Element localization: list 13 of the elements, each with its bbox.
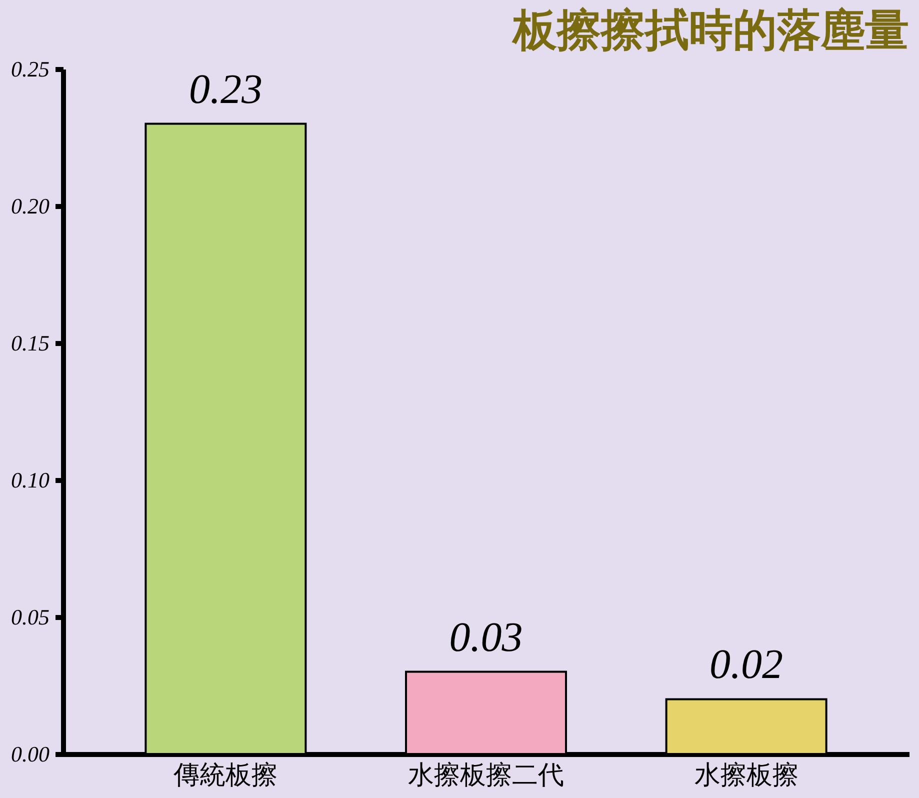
chart-title: 板擦擦拭時的落塵量 (511, 5, 909, 56)
y-tick-label: 0.00 (11, 742, 50, 766)
y-tick-label: 0.10 (11, 468, 50, 492)
x-tick-label: 水擦板擦二代 (408, 760, 564, 790)
data-label: 0.23 (188, 66, 262, 113)
x-tick-label: 水擦板擦 (694, 760, 798, 790)
y-tick-label: 0.15 (11, 330, 50, 356)
y-tick-label: 0.25 (11, 56, 50, 82)
y-tick-label: 0.20 (11, 194, 50, 218)
data-label: 0.02 (710, 642, 784, 688)
x-tick-label: 傳統板擦 (172, 760, 278, 790)
y-tick-label: 0.05 (11, 604, 50, 630)
data-label: 0.03 (449, 614, 523, 661)
